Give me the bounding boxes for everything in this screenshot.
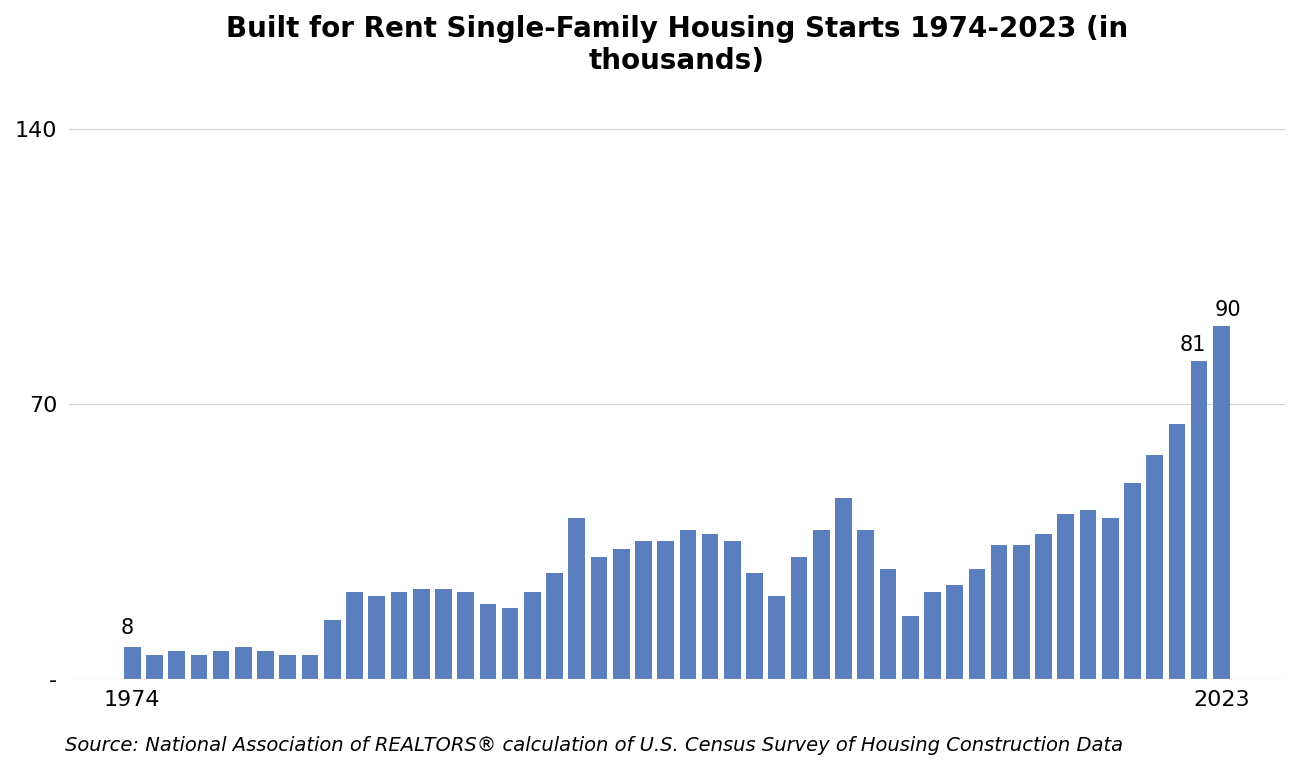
Bar xyxy=(1213,326,1230,679)
Bar xyxy=(1169,423,1186,679)
Bar xyxy=(458,592,474,679)
Text: Source: National Association of REALTORS® calculation of U.S. Census Survey of H: Source: National Association of REALTORS… xyxy=(65,736,1123,755)
Bar xyxy=(880,569,896,679)
Bar xyxy=(1035,533,1052,679)
Bar xyxy=(902,616,919,679)
Bar xyxy=(1191,361,1208,679)
Bar xyxy=(1057,514,1074,679)
Bar xyxy=(413,588,429,679)
Bar xyxy=(790,557,807,679)
Bar xyxy=(436,588,452,679)
Bar xyxy=(658,542,673,679)
Bar xyxy=(991,546,1008,679)
Bar xyxy=(568,518,585,679)
Bar xyxy=(680,530,697,679)
Bar xyxy=(124,647,140,679)
Bar xyxy=(546,573,563,679)
Text: 90: 90 xyxy=(1214,300,1242,320)
Bar xyxy=(502,608,519,679)
Title: Built for Rent Single-Family Housing Starts 1974-2023 (in
thousands): Built for Rent Single-Family Housing Sta… xyxy=(226,15,1128,76)
Text: 8: 8 xyxy=(121,617,134,638)
Bar xyxy=(636,542,651,679)
Bar xyxy=(524,592,541,679)
Bar xyxy=(858,530,874,679)
Bar xyxy=(480,604,497,679)
Bar xyxy=(612,549,629,679)
Bar xyxy=(746,573,763,679)
Bar xyxy=(368,597,385,679)
Bar xyxy=(346,592,363,679)
Bar xyxy=(235,647,252,679)
Bar xyxy=(257,652,274,679)
Text: 81: 81 xyxy=(1179,335,1205,355)
Bar xyxy=(1080,510,1096,679)
Bar xyxy=(324,620,341,679)
Bar xyxy=(702,533,719,679)
Bar xyxy=(590,557,607,679)
Bar xyxy=(191,655,207,679)
Bar xyxy=(1013,546,1030,679)
Bar xyxy=(835,498,852,679)
Bar xyxy=(924,592,941,679)
Bar xyxy=(146,655,162,679)
Bar xyxy=(302,655,318,679)
Bar xyxy=(280,655,296,679)
Bar xyxy=(1124,482,1141,679)
Bar xyxy=(1147,455,1164,679)
Bar xyxy=(1102,518,1118,679)
Bar xyxy=(169,652,185,679)
Bar xyxy=(768,597,785,679)
Bar xyxy=(812,530,829,679)
Bar xyxy=(968,569,985,679)
Bar xyxy=(946,584,963,679)
Bar xyxy=(213,652,230,679)
Bar xyxy=(390,592,407,679)
Bar xyxy=(724,542,741,679)
